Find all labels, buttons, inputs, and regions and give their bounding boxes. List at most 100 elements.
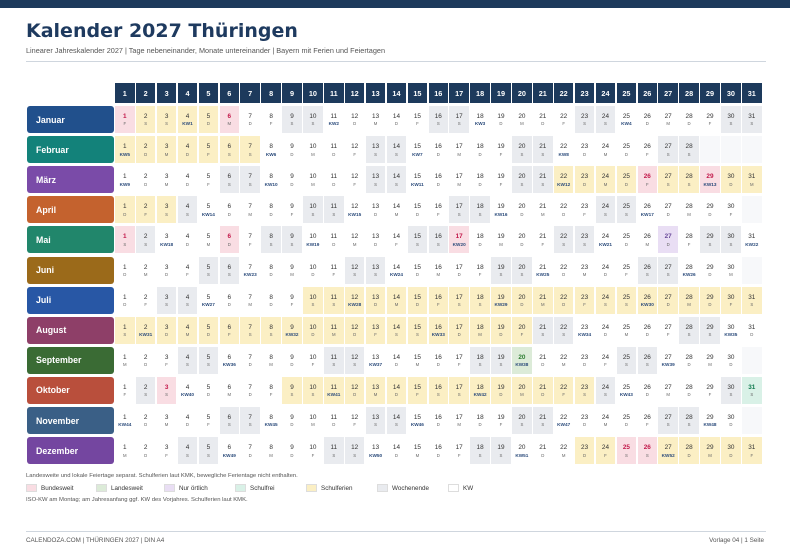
day-number: 2 xyxy=(143,263,148,271)
weekday-abbr: D xyxy=(123,211,127,217)
day-number: 23 xyxy=(581,353,589,361)
day-number: 28 xyxy=(685,414,693,421)
day-cell: 14 S xyxy=(386,166,407,194)
day-number: 15 xyxy=(413,263,421,271)
day-number: 15 xyxy=(413,293,421,301)
weekday-abbr: M xyxy=(248,302,252,307)
weekday-abbr: S xyxy=(353,452,357,458)
day-cell: 25 D xyxy=(616,407,637,434)
day-cell: 14 D xyxy=(386,437,407,465)
weekday-abbr: M xyxy=(290,271,294,277)
day-number: 20 xyxy=(518,173,526,181)
weekday-abbr: S xyxy=(541,181,545,187)
weekday-abbr: S xyxy=(123,332,127,338)
day-cell: 11 KW41 xyxy=(324,376,344,404)
weekday-abbr: S xyxy=(269,332,273,338)
weekday-abbr: D xyxy=(269,211,273,217)
weekday-abbr: D xyxy=(457,332,461,338)
day-number: 8 xyxy=(269,293,273,301)
weekday-abbr: D xyxy=(123,271,127,277)
day-number: 16 xyxy=(434,383,442,391)
weekday-abbr: S xyxy=(666,151,670,157)
day-number: 28 xyxy=(685,293,693,301)
day-number: 9 xyxy=(290,293,294,301)
empty-day-cell xyxy=(742,256,762,284)
day-number: 4 xyxy=(185,353,190,361)
day-number: 31 xyxy=(748,293,756,301)
weekday-abbr: S xyxy=(123,241,127,247)
day-number: 30 xyxy=(727,383,735,391)
weekday-abbr: M xyxy=(185,332,190,338)
weekday-abbr: S xyxy=(457,211,461,217)
day-number: 24 xyxy=(601,173,610,181)
day-number: 14 xyxy=(392,173,401,181)
header-divider xyxy=(26,61,766,62)
day-cell: 10 S xyxy=(303,376,323,404)
day-cell: 13 M xyxy=(365,106,386,133)
weekday-abbr: F xyxy=(604,452,607,458)
day-number: 7 xyxy=(248,173,252,181)
day-number: 12 xyxy=(351,414,359,421)
day-number: 6 xyxy=(227,263,232,271)
weekday-abbr: M xyxy=(457,151,461,157)
day-number: 24 xyxy=(601,143,610,151)
weekday-abbr: S xyxy=(562,332,566,338)
weekday-abbr: S xyxy=(583,392,587,398)
day-cell: 23 S xyxy=(574,226,595,254)
day-cell: 20 S xyxy=(512,166,532,194)
weekday-abbr: M xyxy=(541,302,545,307)
day-number: 26 xyxy=(643,113,651,120)
weekday-abbr: D xyxy=(206,121,210,127)
weekday-abbr: S xyxy=(562,241,566,247)
day-number: 3 xyxy=(164,143,169,151)
day-number: 29 xyxy=(706,263,714,271)
day-cell: 29 S xyxy=(700,316,720,344)
day-number: 14 xyxy=(392,353,401,361)
day-cell: 29 KW48 xyxy=(700,407,720,434)
day-cell: 13 D xyxy=(365,286,386,314)
top-accent-bar xyxy=(0,0,790,8)
day-cell: 17 M xyxy=(449,136,469,164)
day-cell: 13 M xyxy=(365,376,386,404)
weekday-abbr: D xyxy=(562,271,566,277)
weekday-abbr: F xyxy=(562,121,565,127)
day-cell: 23 D xyxy=(574,346,595,374)
weekday-abbr: S xyxy=(311,121,315,127)
day-number: 1 xyxy=(123,143,127,151)
day-number: 2 xyxy=(143,323,148,331)
day-number: 1 xyxy=(123,263,127,271)
day-number: 20 xyxy=(518,444,526,452)
weekday-abbr: D xyxy=(603,271,608,277)
month-label-oktober: Oktober xyxy=(27,376,114,404)
day-number: 29 xyxy=(706,293,714,301)
day-number: 25 xyxy=(622,323,630,331)
weekday-abbr: S xyxy=(186,211,189,217)
day-number: 7 xyxy=(248,263,252,271)
day-cell: 13 S xyxy=(365,256,386,284)
week-number: KW10 xyxy=(264,181,278,187)
weekday-abbr: M xyxy=(332,332,336,338)
weekday-abbr: D xyxy=(541,362,545,368)
day-number: 7 xyxy=(248,203,252,211)
weekday-abbr: S xyxy=(687,181,691,187)
weekday-abbr: D xyxy=(687,392,691,398)
day-cell: 17 D xyxy=(449,256,469,284)
day-cell: 10 M xyxy=(303,166,323,194)
weekday-abbr: S xyxy=(186,452,189,458)
day-cell: 19 S xyxy=(491,346,511,374)
day-number: 29 xyxy=(706,383,714,391)
weekday-abbr: S xyxy=(248,332,252,338)
week-number: KW27 xyxy=(201,302,215,307)
weekday-abbr: D xyxy=(165,332,169,338)
day-number: 26 xyxy=(643,173,651,181)
week-number: KW47 xyxy=(557,422,571,428)
day-cell: 27 D xyxy=(658,226,678,254)
weekday-abbr: D xyxy=(478,422,482,428)
day-cell: 27 M xyxy=(658,106,678,133)
